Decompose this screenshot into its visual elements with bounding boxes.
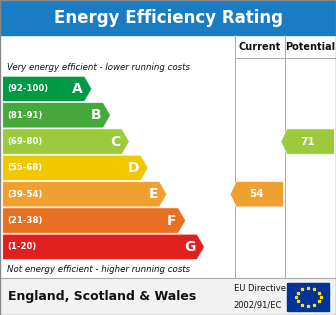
Text: (81-91): (81-91) — [7, 111, 43, 120]
Text: 2002/91/EC: 2002/91/EC — [234, 300, 282, 309]
Text: England, Scotland & Wales: England, Scotland & Wales — [8, 290, 197, 303]
Text: C: C — [110, 135, 120, 149]
Polygon shape — [3, 129, 129, 154]
Text: EU Directive: EU Directive — [234, 284, 286, 294]
Text: 54: 54 — [250, 189, 264, 199]
Bar — [0, 35, 336, 278]
Text: (55-68): (55-68) — [7, 163, 43, 172]
Text: (21-38): (21-38) — [7, 216, 43, 225]
Text: (92-100): (92-100) — [7, 84, 48, 94]
Polygon shape — [3, 155, 148, 180]
Text: Potential: Potential — [286, 42, 336, 52]
Text: D: D — [128, 161, 139, 175]
Bar — [0, 0, 336, 35]
Text: A: A — [72, 82, 83, 96]
Text: Current: Current — [239, 42, 281, 52]
Polygon shape — [230, 181, 284, 207]
Text: Very energy efficient - lower running costs: Very energy efficient - lower running co… — [7, 63, 190, 72]
Text: Energy Efficiency Rating: Energy Efficiency Rating — [53, 9, 283, 27]
Bar — [0, 278, 336, 315]
Text: F: F — [167, 214, 176, 227]
Text: (69-80): (69-80) — [7, 137, 43, 146]
Polygon shape — [3, 103, 111, 128]
Polygon shape — [3, 208, 185, 233]
Polygon shape — [3, 76, 92, 102]
Text: Not energy efficient - higher running costs: Not energy efficient - higher running co… — [7, 265, 190, 274]
Polygon shape — [3, 181, 167, 207]
Text: (39-54): (39-54) — [7, 190, 43, 199]
Text: 71: 71 — [300, 137, 315, 146]
Polygon shape — [3, 234, 204, 260]
Text: G: G — [184, 240, 195, 254]
Text: (1-20): (1-20) — [7, 242, 37, 251]
Text: B: B — [91, 108, 101, 122]
Text: E: E — [148, 187, 158, 201]
Bar — [287, 283, 329, 311]
Polygon shape — [281, 129, 334, 154]
